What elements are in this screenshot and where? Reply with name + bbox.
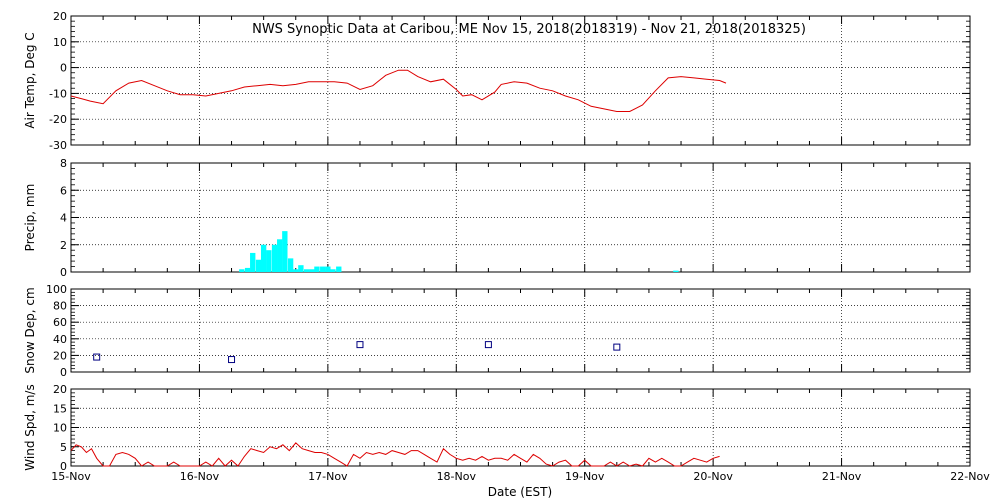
wind-speed-series-line <box>70 442 720 467</box>
x-tick-label: 17-Nov <box>308 470 348 483</box>
precip-ytick-label: 2 <box>60 239 67 252</box>
x-tick-label: 21-Nov <box>822 470 862 483</box>
precip-bar <box>287 258 294 272</box>
wind-speed-frame <box>70 388 971 467</box>
x-tick-label: 22-Nov <box>950 470 990 483</box>
precip-bar <box>325 266 331 272</box>
snow-depth-frame <box>70 288 971 373</box>
precip-bar <box>320 266 326 272</box>
wind-speed-ylabel: Wind Spd, m/s <box>23 384 37 470</box>
precip-bar <box>293 269 299 272</box>
air-temp-panel: 20 10 0 -10 -20 -30 Air Temp, Deg C <box>23 10 971 152</box>
precip-bar <box>298 265 304 272</box>
wind-speed-ytick-label: 0 <box>60 460 67 473</box>
precip-frame <box>70 162 971 273</box>
precip-bar <box>239 269 245 272</box>
air-temp-ylabel: Air Temp, Deg C <box>23 32 37 128</box>
chart-title: NWS Synoptic Data at Caribou, ME Nov 15,… <box>252 22 806 37</box>
snow-depth-point <box>228 356 236 364</box>
precip-bar <box>314 266 320 272</box>
x-tick-label: 20-Nov <box>693 470 733 483</box>
air-temp-ytick-label: 10 <box>53 36 67 49</box>
snow-depth-point <box>356 341 364 349</box>
wind-speed-panel: 20 15 10 5 0 Wind Spd, m/s <box>23 383 971 473</box>
precip-ytick-label: 0 <box>60 266 67 279</box>
wind-speed-ytick-label: 10 <box>53 422 67 435</box>
precip-ytick-label: 4 <box>60 212 67 225</box>
snow-depth-ylabel: Snow Dep, cm <box>23 287 37 373</box>
x-axis-label: Date (EST) <box>488 485 552 499</box>
precip-bar <box>309 269 315 272</box>
precip-bar <box>244 267 251 272</box>
precip-bar <box>336 266 342 272</box>
precip-ylabel: Precip, mm <box>23 184 37 252</box>
wind-speed-ytick-label: 5 <box>60 441 67 454</box>
wind-speed-ytick-label: 15 <box>53 402 67 415</box>
snow-depth-point <box>613 343 621 351</box>
precip-bar <box>255 259 262 272</box>
snow-depth-ytick-label: 20 <box>53 349 67 362</box>
air-temp-ytick-label: 0 <box>60 62 67 75</box>
snow-depth-ytick-label: 100 <box>46 283 67 296</box>
x-tick-label: 15-Nov <box>51 470 91 483</box>
x-tick-label: 16-Nov <box>180 470 220 483</box>
air-temp-ytick-label: 20 <box>53 10 67 23</box>
precip-bar <box>330 269 336 272</box>
wind-speed-ytick-label: 20 <box>53 383 67 396</box>
precip-bar <box>673 270 679 272</box>
snow-depth-ytick-label: 60 <box>53 316 67 329</box>
snow-depth-point <box>484 341 492 349</box>
x-tick-label: 19-Nov <box>565 470 605 483</box>
snow-depth-panel: 100 80 60 40 20 0 Snow Dep, cm <box>23 283 971 379</box>
air-temp-series-line <box>70 69 727 112</box>
precip-ytick-label: 6 <box>60 184 67 197</box>
snow-depth-ytick-label: 40 <box>53 333 67 346</box>
precip-bar <box>260 244 267 272</box>
snow-depth-ytick-label: 0 <box>60 366 67 379</box>
precip-bar <box>303 269 310 272</box>
snow-depth-point <box>93 353 101 361</box>
precip-ytick-label: 8 <box>60 157 67 170</box>
precip-bar <box>250 252 256 272</box>
air-temp-frame <box>70 15 971 146</box>
precip-bar <box>282 231 288 272</box>
precip-bar <box>277 239 283 272</box>
snow-depth-ytick-label: 80 <box>53 300 67 313</box>
air-temp-ytick-label: -10 <box>49 87 67 100</box>
air-temp-ytick-label: -20 <box>49 113 67 126</box>
precip-bar <box>266 250 272 272</box>
precip-bar <box>271 244 278 272</box>
x-tick-label: 18-Nov <box>437 470 477 483</box>
precip-panel: 8 6 4 2 0 Precip, mm <box>23 157 971 279</box>
air-temp-ytick-label: -30 <box>49 139 67 152</box>
